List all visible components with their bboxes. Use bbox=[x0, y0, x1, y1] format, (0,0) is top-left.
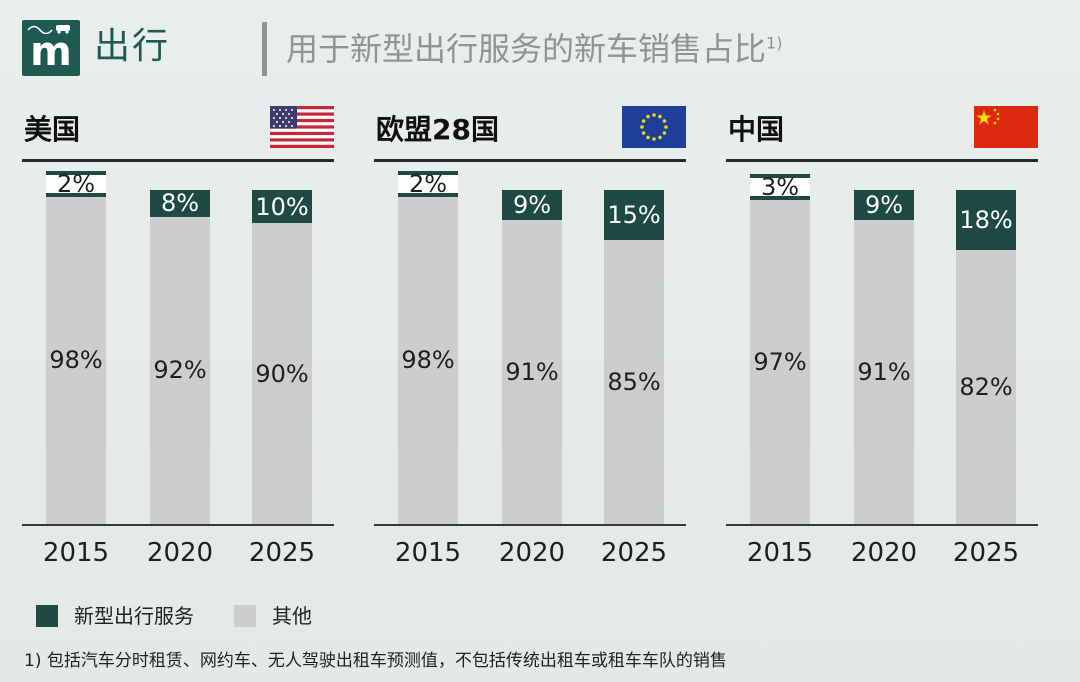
data-label-other-2015: 98% bbox=[49, 346, 103, 375]
panel-baseline bbox=[22, 524, 334, 526]
panel-rule bbox=[726, 159, 1038, 162]
bar-new-mobility-2015 bbox=[398, 170, 458, 197]
x-tick-label-2025: 2025 bbox=[248, 538, 316, 568]
x-tick-label-2020: 2020 bbox=[850, 538, 918, 568]
bar-other-2015 bbox=[750, 200, 810, 524]
chart-title: 用于新型出行服务的新车销售占比1) bbox=[286, 26, 782, 72]
panel-title: 欧盟28国 bbox=[376, 113, 499, 146]
data-label-new-mobility-2015: 2% bbox=[56, 169, 96, 198]
panel-baseline bbox=[374, 524, 686, 526]
bar-new-mobility-2020 bbox=[150, 190, 210, 217]
data-label-new-mobility-2025: 10% bbox=[255, 192, 309, 221]
bar-other-2015 bbox=[46, 196, 106, 524]
data-label-other-2020: 91% bbox=[857, 358, 911, 387]
panel-us: 美国 98% 2% 2015 92 bbox=[22, 100, 334, 580]
bar-other-2025 bbox=[956, 250, 1016, 524]
footnote: 1) 包括汽车分时租赁、网约车、无人驾驶出租车预测值，不包括传统出租车或租车车队… bbox=[24, 651, 727, 671]
bar-other-2015 bbox=[398, 196, 458, 524]
legend-label: 新型出行服务 bbox=[74, 604, 194, 628]
data-label-new-mobility-2025: 18% bbox=[959, 206, 1013, 235]
chart-title-note: 1) bbox=[766, 33, 783, 53]
bar-new-mobility-2015 bbox=[750, 174, 810, 201]
data-label-other-2025: 82% bbox=[959, 373, 1013, 402]
panel-eu28: 欧盟28国 98% 2% 2015 91% 9% 2020 85% 15% 2025 bbox=[374, 100, 686, 580]
bar-other-2025 bbox=[604, 240, 664, 524]
x-tick-label-2015: 2015 bbox=[42, 538, 110, 568]
logo-car-icon bbox=[27, 25, 70, 34]
bar-new-mobility-2025 bbox=[252, 190, 312, 224]
x-tick-label-2015: 2015 bbox=[746, 538, 814, 568]
brand-logo: m bbox=[22, 20, 80, 76]
x-tick-label-2015: 2015 bbox=[394, 538, 462, 568]
panel-china: 中国 97% 3% 2015 91% 9% 2020 82% 18% 2025 bbox=[726, 100, 1038, 580]
x-tick-label-2025: 2025 bbox=[600, 538, 668, 568]
bar-other-2020 bbox=[502, 220, 562, 524]
eu-flag-icon bbox=[622, 106, 686, 148]
bar-other-2020 bbox=[150, 216, 210, 524]
bar-new-mobility-2025 bbox=[604, 190, 664, 241]
legend-swatch bbox=[36, 605, 58, 627]
panel-rule bbox=[374, 159, 686, 162]
panel-title: 美国 bbox=[24, 113, 81, 146]
data-label-new-mobility-2015: 2% bbox=[408, 169, 448, 198]
chart-title-text: 用于新型出行服务的新车销售占比 bbox=[286, 30, 767, 68]
data-label-new-mobility-2020: 8% bbox=[160, 189, 200, 218]
header-divider bbox=[262, 22, 267, 76]
data-label-new-mobility-2025: 15% bbox=[607, 201, 661, 230]
us-flag-icon bbox=[270, 106, 334, 148]
bar-other-2020 bbox=[854, 220, 914, 524]
bar-new-mobility-2015 bbox=[46, 170, 106, 197]
x-tick-label-2020: 2020 bbox=[146, 538, 214, 568]
data-label-other-2025: 85% bbox=[607, 368, 661, 397]
x-tick-label-2020: 2020 bbox=[498, 538, 566, 568]
data-label-other-2020: 92% bbox=[153, 356, 207, 385]
bar-new-mobility-2020 bbox=[502, 190, 562, 221]
bar-other-2025 bbox=[252, 223, 312, 524]
x-tick-label-2025: 2025 bbox=[952, 538, 1020, 568]
data-label-new-mobility-2015: 3% bbox=[760, 173, 800, 202]
legend-label: 其他 bbox=[272, 604, 312, 628]
cn-flag-icon bbox=[974, 106, 1038, 148]
data-label-other-2020: 91% bbox=[505, 358, 559, 387]
panel-baseline bbox=[726, 524, 1038, 526]
data-label-other-2015: 98% bbox=[401, 346, 455, 375]
logo-letter: m bbox=[30, 29, 72, 75]
bar-new-mobility-2020 bbox=[854, 190, 914, 221]
data-label-other-2025: 90% bbox=[255, 359, 309, 388]
data-label-new-mobility-2020: 9% bbox=[864, 191, 904, 220]
data-label-new-mobility-2020: 9% bbox=[512, 191, 552, 220]
legend-swatch bbox=[234, 605, 256, 627]
panel-rule bbox=[22, 159, 334, 162]
bar-new-mobility-2025 bbox=[956, 190, 1016, 251]
section-title: 出行 bbox=[94, 26, 171, 67]
panel-title: 中国 bbox=[728, 113, 785, 146]
data-label-other-2015: 97% bbox=[753, 348, 807, 376]
